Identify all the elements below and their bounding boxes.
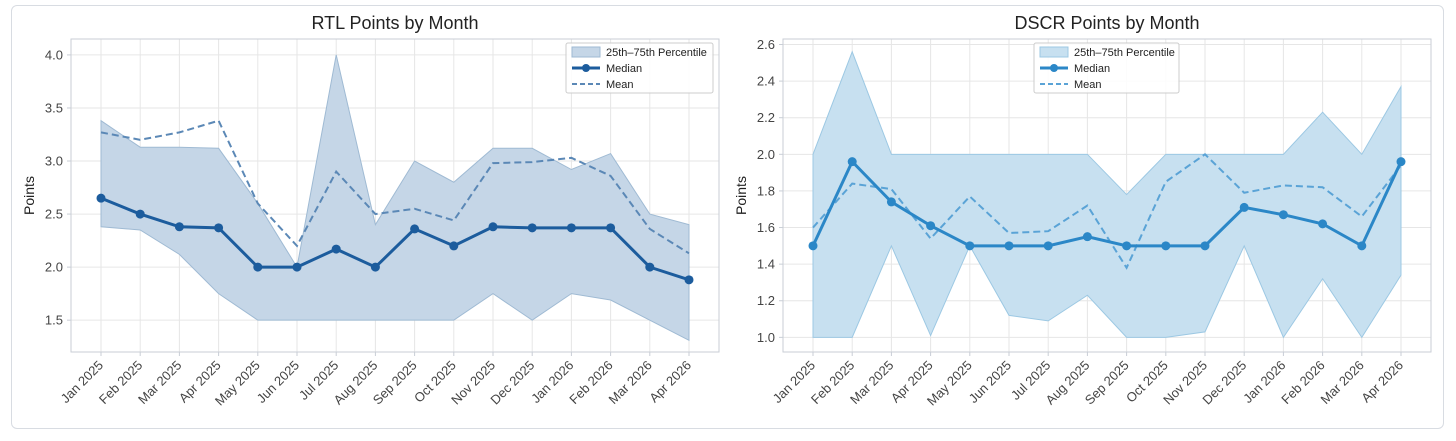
median-point (1122, 241, 1132, 251)
legend-box (565, 42, 714, 94)
plot-area (70, 38, 720, 353)
legend-label-band: 25th–75th Percentile (606, 47, 707, 59)
median-point (606, 223, 616, 233)
x-tick-label: Mar 2026 (605, 358, 654, 407)
y-tick-label: 2.5 (45, 207, 63, 222)
median-line (811, 159, 1403, 248)
median-point (1318, 219, 1328, 229)
median-point (1161, 241, 1171, 251)
y-tick-label: 2.4 (757, 74, 775, 89)
legend-marker-median (1050, 64, 1058, 72)
median-point (847, 157, 857, 167)
median-point (1278, 210, 1288, 220)
y-tick-label: 2.2 (757, 110, 775, 125)
legend: 25th–75th Percentile Median Mean (565, 42, 714, 94)
median-point (566, 223, 576, 233)
y-axis-label: Points (21, 176, 37, 215)
legend-label-mean: Mean (606, 79, 634, 91)
median-point (253, 262, 263, 272)
legend: 25th–75th Percentile Median Mean (1033, 42, 1180, 94)
plot-area (782, 38, 1432, 353)
median-point (488, 222, 498, 232)
x-tick-label: Mar 2025 (847, 358, 896, 407)
y-tick-label: 2.6 (757, 37, 775, 52)
median-point (1357, 241, 1367, 251)
percentile-band (812, 50, 1402, 339)
x-tick-label: Jun 2025 (254, 358, 302, 406)
y-axis-label: Points (733, 176, 749, 215)
median-point (808, 241, 818, 251)
median-point (331, 244, 341, 254)
y-tick-label: 3.5 (45, 100, 63, 115)
median-point (684, 275, 694, 285)
y-tick-label: 1.0 (757, 330, 775, 345)
y-tick-label: 1.4 (757, 257, 775, 272)
legend-swatch-band (571, 46, 601, 58)
y-tick-label: 2.0 (45, 260, 63, 275)
median-point (174, 222, 184, 232)
median-point (370, 262, 380, 272)
legend-label-median: Median (606, 63, 642, 75)
y-tick-label: 2.0 (757, 147, 775, 162)
y-tick-label: 1.6 (757, 220, 775, 235)
legend-box (1033, 42, 1180, 94)
median-point (1082, 232, 1092, 242)
chart-title: RTL Points by Month (311, 13, 478, 33)
median-point (1200, 241, 1210, 251)
median-point (96, 193, 106, 203)
y-tick-label: 1.8 (757, 183, 775, 198)
median-point (214, 223, 224, 233)
median-point (965, 241, 975, 251)
legend-label-median: Median (1074, 63, 1110, 75)
median-point (926, 221, 936, 231)
median-point (645, 262, 655, 272)
median-point (1396, 157, 1406, 167)
y-tick-label: 4.0 (45, 47, 63, 62)
x-tick-label: Apr 2026 (646, 358, 694, 406)
median-point (1043, 241, 1053, 251)
x-tick-label: Mar 2026 (1317, 358, 1366, 407)
median-point (135, 209, 145, 219)
y-tick-label: 1.5 (45, 313, 63, 328)
legend-label-band: 25th–75th Percentile (1074, 47, 1175, 59)
y-tick-label: 1.2 (757, 293, 775, 308)
median-point (886, 197, 896, 207)
x-tick-label: Mar 2025 (135, 358, 184, 407)
median-point (410, 224, 420, 234)
x-tick-label: Apr 2026 (1358, 358, 1406, 406)
y-tick-label: 3.0 (45, 154, 63, 169)
median-point (1239, 202, 1249, 212)
legend-swatch-band (1039, 46, 1069, 58)
chart-1: DSCR Points by Month 1.0 1.2 1.4 1.6 1.8 2.0 2.… (733, 13, 1432, 408)
mean-line (100, 119, 690, 255)
legend-label-mean: Mean (1074, 79, 1102, 91)
median-point (1004, 241, 1014, 251)
legend-marker-median (582, 64, 590, 72)
x-tick-label: Jun 2025 (966, 358, 1014, 406)
median-line (100, 196, 690, 282)
median-point (527, 223, 537, 233)
chart-title: DSCR Points by Month (1014, 13, 1199, 33)
median-point (292, 262, 302, 272)
percentile-band (100, 54, 690, 342)
median-point (449, 241, 459, 251)
chart-0: RTL Points by Month1.52.02.53.03.54.0Jan… (21, 13, 720, 408)
